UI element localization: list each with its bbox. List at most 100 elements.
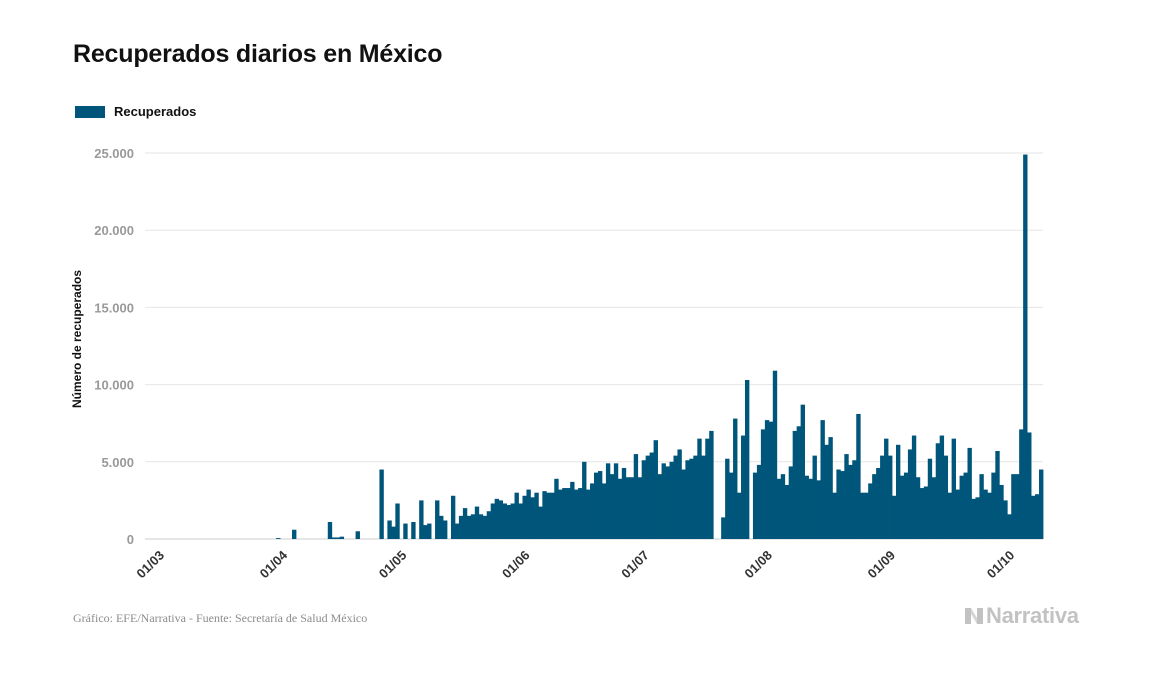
bar — [677, 449, 682, 539]
bar — [546, 492, 551, 539]
bar — [470, 514, 476, 539]
bar — [1003, 500, 1008, 539]
bar — [741, 435, 746, 539]
bar — [836, 469, 841, 539]
bar — [812, 455, 817, 539]
brand-name: Narrativa — [986, 603, 1079, 628]
bar — [848, 464, 853, 539]
bar — [737, 492, 742, 539]
bar — [486, 511, 492, 539]
bar — [959, 475, 964, 539]
bar — [1019, 429, 1024, 539]
y-axis-ticks: 0 5.000 10.000 15.000 20.000 25.000 — [94, 146, 134, 547]
bar — [490, 503, 496, 539]
bar — [538, 506, 543, 539]
bar — [824, 444, 829, 539]
bar — [403, 523, 408, 539]
bar — [744, 379, 750, 539]
bar — [657, 474, 662, 539]
bar — [1007, 514, 1012, 539]
bar — [816, 480, 821, 539]
bar — [895, 444, 901, 539]
bar — [566, 488, 571, 539]
bar — [760, 429, 766, 539]
bar — [570, 481, 575, 539]
bar — [844, 454, 849, 539]
bar — [641, 460, 647, 539]
bar — [629, 477, 635, 539]
bar — [586, 489, 591, 539]
bar — [1039, 469, 1044, 539]
x-tick-label: 01/03 — [133, 548, 167, 582]
bar — [395, 503, 400, 539]
bar — [526, 489, 531, 539]
legend: Recuperados — [75, 104, 196, 119]
bar — [987, 492, 992, 539]
bar — [633, 454, 639, 539]
bar — [705, 438, 710, 539]
bar — [419, 500, 424, 539]
bar — [673, 455, 678, 539]
bar — [999, 484, 1004, 539]
bar — [478, 514, 484, 539]
x-tick-label: 01/09 — [865, 548, 899, 582]
bar — [597, 471, 603, 539]
bar — [979, 474, 984, 539]
bar — [594, 472, 599, 539]
bar — [733, 418, 738, 539]
bar — [983, 489, 988, 539]
bar — [697, 438, 702, 539]
bar — [498, 500, 504, 539]
bar — [884, 438, 889, 539]
y-tick-label: 15.000 — [94, 300, 134, 315]
bar — [776, 478, 782, 539]
y-tick-label: 10.000 — [94, 378, 134, 393]
y-axis-label: Número de recuperados — [70, 270, 84, 408]
bar — [943, 455, 949, 539]
bar — [327, 522, 333, 539]
bar — [788, 466, 794, 539]
bar — [335, 537, 341, 539]
bar — [856, 413, 861, 539]
bar — [828, 437, 833, 539]
bar — [462, 508, 468, 539]
bar — [601, 483, 607, 539]
bar — [892, 495, 897, 539]
bar — [665, 466, 670, 539]
x-tick-label: 01/07 — [618, 548, 652, 582]
bar — [653, 440, 658, 539]
bar — [784, 484, 790, 539]
bar — [852, 460, 857, 539]
bar — [554, 478, 559, 539]
bar — [458, 515, 464, 539]
bar — [506, 505, 511, 539]
x-tick-label: 01/05 — [376, 548, 410, 582]
bar — [590, 483, 595, 539]
bar — [435, 500, 440, 539]
bar — [510, 503, 515, 539]
source-note: Gráfico: EFE/Narrativa - Fuente: Secreta… — [73, 611, 368, 625]
bar — [550, 492, 555, 539]
bar — [522, 495, 527, 539]
bar — [729, 472, 734, 539]
bar — [645, 455, 651, 539]
bar — [558, 489, 563, 539]
bar — [439, 515, 444, 539]
bar — [637, 477, 643, 539]
y-tick-label: 5.000 — [101, 455, 134, 470]
bar — [562, 488, 567, 539]
bar — [967, 447, 972, 539]
bar — [1027, 432, 1032, 539]
bar — [876, 467, 881, 539]
bar — [482, 515, 488, 539]
bar — [768, 421, 774, 539]
bar — [514, 492, 519, 539]
bar — [574, 489, 579, 539]
x-tick-label: 01/08 — [741, 548, 775, 582]
bar — [649, 452, 654, 539]
bar — [780, 474, 786, 539]
bar — [832, 492, 837, 539]
bar — [355, 531, 360, 539]
bar — [379, 469, 384, 539]
bar — [868, 483, 873, 539]
